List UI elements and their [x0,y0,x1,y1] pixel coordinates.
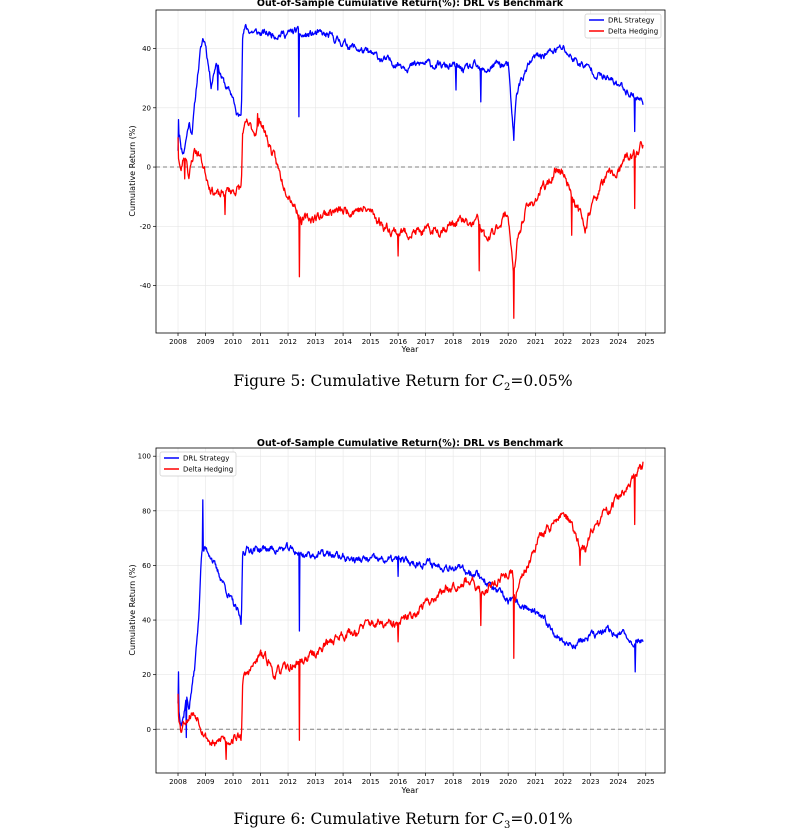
y-tick-label: 100 [138,453,151,461]
y-tick-label: 40 [142,617,151,625]
y-tick-label: 60 [142,562,151,570]
plot-frame [155,447,666,774]
x-axis-label: Year [401,345,420,354]
x-tick-label: 2025 [637,338,655,346]
x-axis-label: Year [401,786,420,795]
x-tick-label: 2019 [472,338,490,346]
caption-prefix: Figure 6: Cumulative Return for [233,810,493,828]
x-tick-label: 2011 [252,338,270,346]
y-tick-label: 80 [142,507,151,515]
y-tick-label: 20 [142,671,151,679]
series-line-delta-hedging [177,461,644,760]
x-tick-label: 2020 [499,778,517,786]
x-tick-label: 2018 [444,778,462,786]
y-tick-label: -20 [140,223,151,231]
x-tick-label: 2016 [389,338,407,346]
x-axis-ticks: 2008 2009 2010 2011 2012 2013 2014 2015 2016 2017… [169,773,655,786]
x-tick-label: 2008 [169,778,187,786]
x-tick-label: 2010 [224,778,242,786]
caption-variable: C [492,372,504,390]
series-lines [177,461,644,760]
caption-suffix: =0.05% [510,372,573,390]
plot-frame [155,9,666,334]
chart-figure-5: Out-of-Sample Cumulative Return(%): DRL … [128,0,666,354]
legend-label-drl: DRL Strategy [608,17,654,25]
x-tick-label: 2021 [527,778,545,786]
y-tick-label: 0 [147,164,151,172]
legend: DRL Strategy Delta Hedging [584,13,662,39]
caption-variable: C [492,810,504,828]
y-axis-label: Cumulative Return (%) [128,125,137,216]
x-tick-label: 2018 [444,338,462,346]
y-tick-label: 20 [142,104,151,112]
x-tick-label: 2025 [637,778,655,786]
caption-subscript: 3 [503,820,511,831]
x-tick-label: 2022 [554,778,572,786]
x-tick-label: 2014 [334,778,352,786]
x-tick-label: 2012 [279,778,297,786]
x-tick-label: 2013 [307,338,325,346]
x-tick-label: 2008 [169,338,187,346]
x-tick-label: 2015 [362,338,380,346]
y-axis-ticks: -40 -20 0 20 40 [140,45,156,290]
x-tick-label: 2017 [417,778,435,786]
x-tick-label: 2020 [499,338,517,346]
legend-label-delta: Delta Hedging [608,28,658,36]
chart-figure-6: Out-of-Sample Cumulative Return(%): DRL … [128,438,666,795]
chart-title: Out-of-Sample Cumulative Return(%): DRL … [257,438,564,449]
caption-subscript: 2 [503,382,511,394]
y-tick-label: -40 [140,282,151,290]
x-tick-label: 2019 [472,778,490,786]
caption-prefix: Figure 5: Cumulative Return for [233,372,493,390]
x-tick-label: 2024 [609,778,627,786]
series-lines [177,23,644,319]
figure-6-caption: Figure 6: Cumulative Return for C3=0.01% [0,810,806,831]
x-tick-label: 2021 [527,338,545,346]
series-line-drl-strategy [177,23,644,155]
caption-suffix: =0.01% [510,810,573,828]
x-tick-label: 2012 [279,338,297,346]
y-axis-label: Cumulative Return (%) [128,564,137,655]
x-tick-label: 2024 [609,338,627,346]
x-tick-label: 2015 [362,778,380,786]
x-tick-label: 2010 [224,338,242,346]
x-tick-label: 2011 [252,778,270,786]
x-tick-label: 2022 [554,338,572,346]
plot-area [156,448,665,773]
x-tick-label: 2013 [307,778,325,786]
x-tick-label: 2023 [582,338,600,346]
chart-title: Out-of-Sample Cumulative Return(%): DRL … [257,0,564,9]
x-tick-label: 2009 [197,778,215,786]
figure-5-caption: Figure 5: Cumulative Return for C2=0.05% [0,372,806,393]
y-axis-ticks: 0 20 40 60 80 100 [138,453,156,734]
x-tick-label: 2009 [197,338,215,346]
series-line-delta-hedging [177,113,644,319]
x-tick-label: 2023 [582,778,600,786]
legend: DRL Strategy Delta Hedging [159,451,237,477]
x-tick-label: 2014 [334,338,352,346]
x-axis-ticks: 2008 2009 2010 2011 2012 2013 2014 2015 2016 2017… [169,333,655,346]
x-tick-label: 2016 [389,778,407,786]
y-tick-label: 0 [147,726,151,734]
plot-area [156,10,665,333]
series-line-drl-strategy [177,499,644,739]
legend-label-delta: Delta Hedging [183,466,233,474]
y-tick-label: 40 [142,45,151,53]
legend-label-drl: DRL Strategy [183,455,229,463]
x-tick-label: 2017 [417,338,435,346]
